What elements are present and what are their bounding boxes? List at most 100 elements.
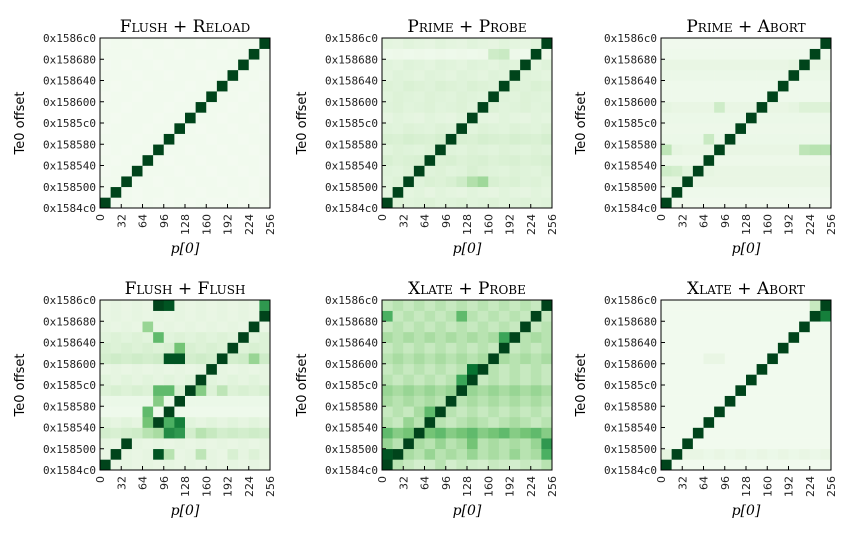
heatmap-cell <box>703 133 715 145</box>
heatmap-cell <box>206 459 218 471</box>
heatmap-cell <box>714 331 726 343</box>
heatmap-cell <box>498 353 510 365</box>
heatmap-cell <box>777 133 789 145</box>
heatmap-cell <box>671 38 683 49</box>
heatmap-cell <box>541 101 553 113</box>
heatmap-cell <box>756 59 768 71</box>
heatmap-cell <box>248 374 260 386</box>
heatmap-cell <box>259 300 271 311</box>
heatmap-cell <box>777 80 789 92</box>
heatmap-cell <box>692 59 704 71</box>
heatmap-cell <box>131 438 143 450</box>
heatmap-cell <box>121 406 133 418</box>
heatmap-cell <box>498 300 510 311</box>
x-tick-label: 96 <box>158 214 171 228</box>
heatmap-cell <box>195 38 207 49</box>
heatmap-cell <box>671 395 683 407</box>
heatmap-cell <box>520 176 532 188</box>
heatmap-cell <box>799 144 811 156</box>
heatmap-cell <box>131 133 143 145</box>
heatmap-cell <box>174 427 186 439</box>
heatmap-cell <box>530 144 542 156</box>
heatmap-cell <box>520 363 532 375</box>
panel-title: Prime + Abort <box>686 17 805 37</box>
x-tick-label: 0 <box>376 214 389 221</box>
heatmap-cell <box>809 353 821 365</box>
heatmap-cell <box>185 133 196 145</box>
heatmap-cell <box>259 197 271 209</box>
heatmap-cell <box>153 321 165 333</box>
heatmap-cell <box>671 69 683 81</box>
heatmap-cell <box>445 342 457 354</box>
heatmap-cell <box>110 406 122 418</box>
heatmap-cell <box>767 459 779 471</box>
heatmap-cell <box>121 427 133 439</box>
heatmap-cell <box>541 310 553 322</box>
heatmap-cell <box>671 427 683 439</box>
heatmap-cell <box>692 197 704 209</box>
heatmap-cell <box>520 123 532 134</box>
heatmap-cell <box>248 186 260 198</box>
heatmap-cell <box>692 459 704 471</box>
heatmap-cell <box>488 363 500 375</box>
heatmap-cell <box>520 197 532 209</box>
heatmap-cell <box>735 395 747 407</box>
heatmap-cell <box>735 91 747 103</box>
heatmap-cell <box>445 438 457 450</box>
heatmap-cell <box>767 321 779 333</box>
heatmap-cell <box>424 300 436 311</box>
heatmap-cell <box>509 165 521 177</box>
heatmap-cell <box>403 427 415 439</box>
heatmap-cell <box>777 91 789 103</box>
heatmap-cell <box>703 197 715 209</box>
heatmap-cell <box>110 59 122 71</box>
heatmap-cell <box>488 69 500 81</box>
heatmap-cell <box>413 416 425 428</box>
heatmap-cell <box>100 300 111 311</box>
heatmap-cell <box>424 176 436 188</box>
heatmap-cell <box>799 406 811 418</box>
heatmap-cell <box>498 395 510 407</box>
heatmap-cell <box>735 69 747 81</box>
heatmap-cell <box>541 331 553 343</box>
heatmap-cell <box>195 459 207 471</box>
heatmap-cell <box>456 133 468 145</box>
heatmap-cell <box>671 331 683 343</box>
heatmap-cell <box>714 112 726 124</box>
heatmap-cell <box>435 363 447 375</box>
x-tick-label: 32 <box>676 214 689 228</box>
y-tick-label: 0x158500 <box>604 181 657 194</box>
heatmap-cell <box>403 300 415 311</box>
heatmap-cell <box>153 448 165 460</box>
heatmap-cell <box>714 438 726 450</box>
heatmap-cell <box>435 80 447 92</box>
heatmap-cell <box>682 459 694 471</box>
heatmap-cell <box>767 80 779 92</box>
heatmap-cell <box>477 69 489 81</box>
heatmap-cell <box>445 144 457 156</box>
heatmap-cell <box>382 80 393 92</box>
heatmap-cell <box>142 48 154 60</box>
heatmap-cell <box>724 133 736 145</box>
heatmap-cell <box>509 448 521 460</box>
heatmap-cell <box>735 176 747 188</box>
heatmap-cell <box>206 144 218 156</box>
heatmap-cell <box>206 363 218 375</box>
heatmap-cell <box>703 112 715 124</box>
heatmap-cell <box>498 186 510 198</box>
y-tick-label: 0x1585c0 <box>604 379 657 392</box>
heatmap-cell <box>403 144 415 156</box>
heatmap-cell <box>216 310 228 322</box>
heatmap-cell <box>142 59 154 71</box>
heatmap-cell <box>498 448 510 460</box>
heatmap-cell <box>259 80 271 92</box>
heatmap-cell <box>714 69 726 81</box>
x-tick-label: 96 <box>440 476 453 490</box>
heatmap-cell <box>692 310 704 322</box>
heatmap-cell <box>498 342 510 354</box>
heatmap-cell <box>692 448 704 460</box>
heatmap-cell <box>456 48 468 60</box>
heatmap-cell <box>227 331 239 343</box>
heatmap-cell <box>777 395 789 407</box>
heatmap-cell <box>174 321 186 333</box>
